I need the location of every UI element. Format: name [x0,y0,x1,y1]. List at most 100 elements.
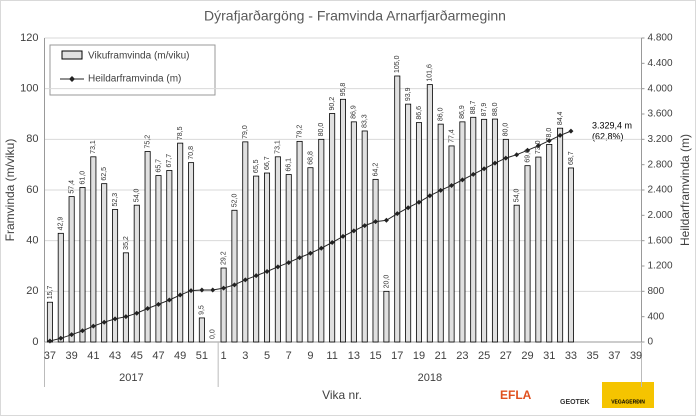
y2-tick-label: 1.200 [648,261,673,272]
value-label: 86,9 [351,105,358,119]
line-marker [546,138,552,144]
y2-tick-label: 4.800 [648,33,673,44]
value-label: 90,2 [329,97,336,111]
x-tick-label: 37 [608,350,620,362]
y2-tick-label: 3.600 [648,109,673,120]
value-label: 80,0 [503,123,510,137]
bar [557,127,564,343]
y2-tick-label: 800 [648,286,665,297]
line-marker [199,287,205,293]
value-label: 79,2 [296,125,303,139]
value-label: 87,9 [481,103,488,117]
value-label: 101,6 [427,64,434,82]
x-tick-label: 5 [264,350,270,362]
y-tick-label: 60 [26,184,38,196]
bar [513,204,520,343]
line-marker [427,193,433,199]
x-tick-label: 21 [435,350,447,362]
value-label: 86,0 [438,107,445,121]
x-tick-label: 37 [44,350,56,362]
bar [383,290,390,343]
bar [296,140,303,343]
line-marker [470,171,476,177]
value-label: 69,6 [524,149,531,163]
value-label: 66,1 [286,158,293,172]
line-marker [318,245,324,251]
line-marker [79,328,85,334]
bar [535,156,542,343]
y2-tick-label: 4.400 [648,58,673,69]
value-label: 29,2 [220,251,227,265]
bar [567,167,574,343]
line-marker [568,128,574,134]
line-marker [275,264,281,270]
bar [46,301,53,343]
y2-axis-label: Heildarframvinda (m) [678,134,692,246]
value-label: 0,0 [210,329,217,339]
x-tick-label: 3 [242,350,248,362]
x-tick-label: 41 [87,350,99,362]
bar [188,162,195,343]
line-marker [231,282,237,288]
value-label: 73,1 [90,140,97,154]
line-marker [362,223,368,229]
bar [68,196,75,343]
value-label: 86,9 [459,105,466,119]
x-tick-label: 9 [307,350,313,362]
x-tick-label: 13 [348,350,360,362]
line-marker [242,277,248,283]
x-tick-label: 27 [500,350,512,362]
bar [177,142,184,343]
value-label: 105,0 [394,55,401,73]
line-marker [525,147,531,153]
bar [166,170,173,343]
x-tick-label: 33 [565,350,577,362]
bar [285,174,292,343]
bar [90,156,97,343]
value-label: 65,7 [155,159,162,173]
value-label: 15,7 [47,285,54,299]
y-tick-label: 80 [26,133,38,145]
line-marker [134,310,140,316]
bar [274,156,281,343]
line-marker [188,288,194,294]
line-marker [481,166,487,172]
line-marker [405,205,411,211]
bar [415,122,422,343]
bar [448,145,455,343]
x-tick-label: 23 [456,350,468,362]
logo: VEGAGERÐIN [611,399,645,405]
line-marker [535,143,541,149]
line-marker [90,323,96,329]
value-label: 75,2 [144,135,151,149]
bar [57,232,64,343]
value-label: 61,0 [79,171,86,185]
line-marker [145,305,151,311]
line-marker [503,155,509,161]
line-marker [101,319,107,325]
bar [220,267,227,343]
x-axis-label: Vika nr. [322,388,362,402]
line-marker [58,335,64,341]
year-label: 2018 [418,372,442,384]
x-tick-label: 15 [369,350,381,362]
line-marker [307,250,313,256]
value-label: 88,7 [470,101,477,115]
value-label: 57,4 [68,180,75,194]
line-marker [492,160,498,166]
x-tick-label: 43 [109,350,121,362]
bar [394,75,401,343]
y2-tick-label: 1.600 [648,235,673,246]
y-tick-label: 120 [20,32,38,44]
y-tick-label: 20 [26,285,38,297]
y-tick-label: 0 [32,336,38,348]
logo: GEOTEK [560,399,590,406]
x-tick-label: 51 [196,350,208,362]
x-tick-label: 1 [221,350,227,362]
bar [329,113,336,343]
line-marker [383,217,389,223]
bar [339,98,346,343]
x-tick-label: 17 [391,350,403,362]
value-label: 35,2 [123,236,130,250]
